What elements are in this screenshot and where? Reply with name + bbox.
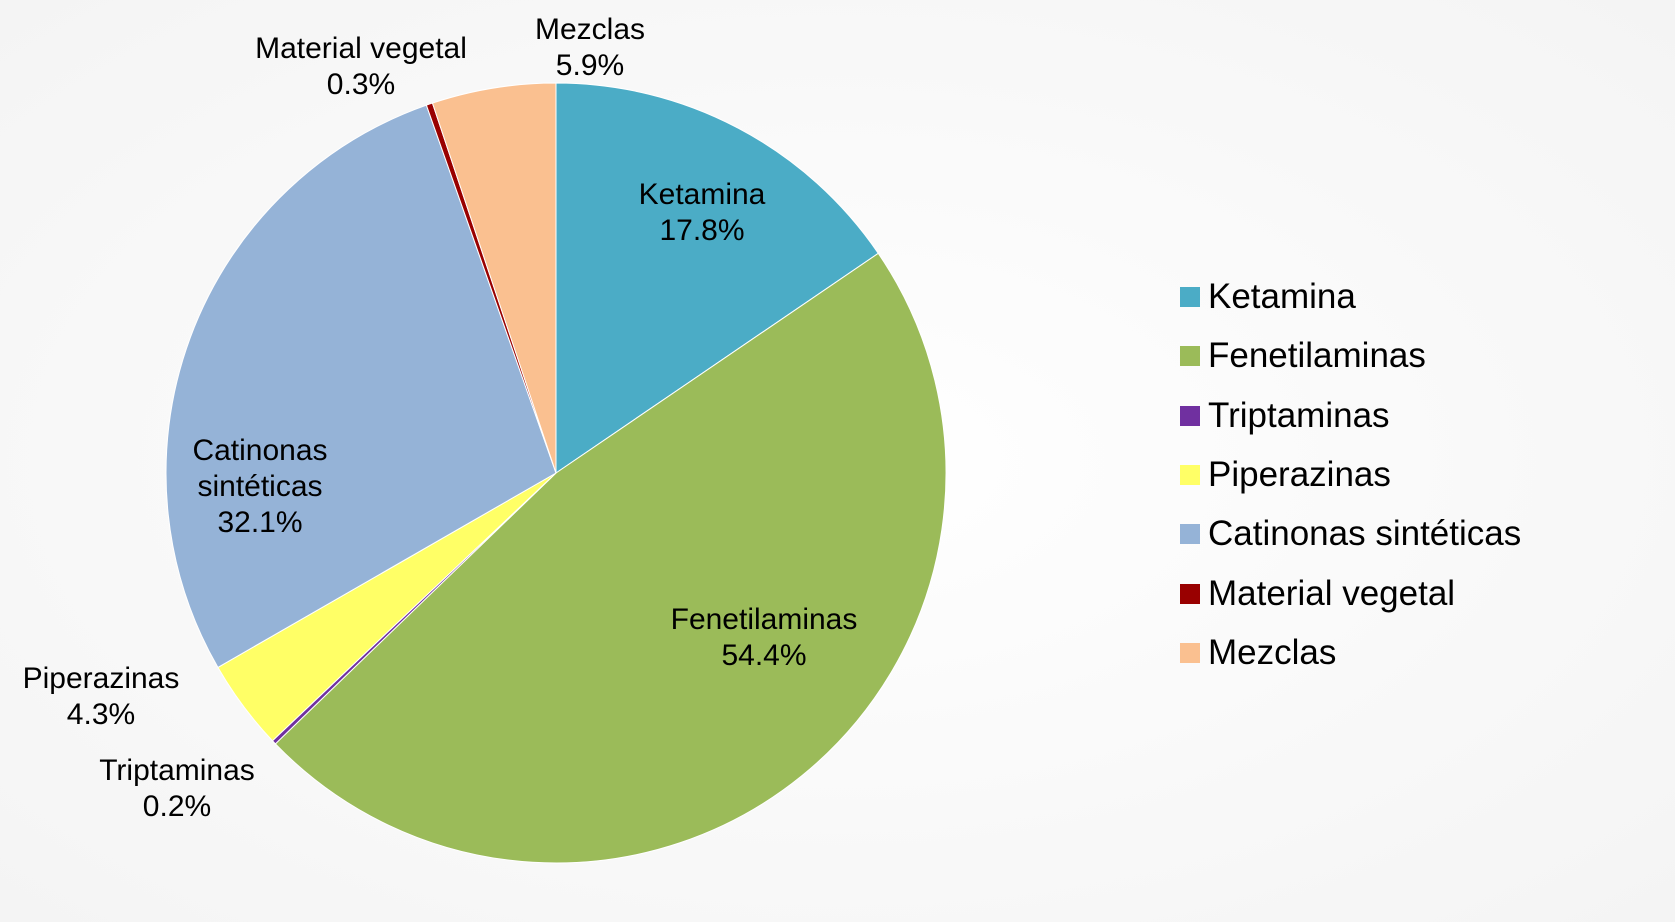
- data-label: Mezclas 5.9%: [535, 12, 645, 84]
- legend-label: Ketamina: [1208, 277, 1356, 316]
- legend-swatch: [1180, 464, 1200, 485]
- data-label: Catinonas sintéticas 32.1%: [170, 433, 350, 541]
- data-label-value: 32.1%: [217, 506, 303, 539]
- legend-item: Catinonas sintéticas: [1180, 514, 1521, 554]
- legend-item: Fenetilaminas: [1180, 336, 1426, 376]
- legend-item: Piperazinas: [1180, 455, 1391, 495]
- legend-swatch: [1180, 642, 1200, 663]
- legend-label: Mezclas: [1208, 632, 1337, 672]
- legend-label: Catinonas sintéticas: [1208, 514, 1522, 554]
- legend-label: Material vegetal: [1208, 573, 1456, 613]
- legend-swatch: [1180, 524, 1200, 545]
- data-label-name: Fenetilaminas: [670, 603, 858, 636]
- legend-swatch: [1180, 405, 1200, 426]
- legend-item: Mezclas: [1180, 633, 1336, 673]
- data-label-value: 4.3%: [66, 698, 136, 731]
- data-label-name: Piperazinas: [22, 662, 180, 695]
- data-label-name: Material vegetal: [255, 32, 467, 65]
- data-label-value: 5.9%: [555, 49, 625, 82]
- data-label-name: Catinonas sintéticas: [192, 434, 328, 503]
- data-label: Fenetilaminas 54.4%: [671, 602, 858, 674]
- legend-swatch: [1180, 583, 1200, 604]
- pie-slice: [274, 252, 947, 864]
- data-label-value: 54.4%: [721, 639, 807, 672]
- data-label-value: 0.2%: [142, 790, 212, 823]
- legend-swatch: [1180, 287, 1200, 307]
- data-label-value: 0.3%: [326, 68, 396, 101]
- pie-slice: [555, 82, 879, 474]
- data-label: Material vegetal 0.3%: [255, 31, 467, 103]
- legend-item: Ketamina: [1180, 277, 1356, 317]
- data-label: Piperazinas 4.3%: [23, 661, 180, 733]
- legend-label: Fenetilaminas: [1208, 336, 1426, 376]
- legend-swatch: [1180, 346, 1200, 367]
- legend-item: Triptaminas: [1180, 396, 1390, 436]
- legend-item: Material vegetal: [1180, 574, 1455, 614]
- pie-slice: [165, 104, 557, 669]
- data-label-name: Mezclas: [534, 13, 646, 46]
- data-label-value: 17.8%: [659, 214, 745, 247]
- data-label: Ketamina 17.8%: [639, 177, 766, 249]
- data-label-name: Triptaminas: [99, 754, 255, 787]
- data-label: Triptaminas 0.2%: [99, 753, 255, 825]
- data-label-name: Ketamina: [638, 178, 766, 211]
- pie-slice: [431, 82, 557, 474]
- legend-label: Triptaminas: [1208, 395, 1390, 435]
- legend-label: Piperazinas: [1208, 454, 1391, 494]
